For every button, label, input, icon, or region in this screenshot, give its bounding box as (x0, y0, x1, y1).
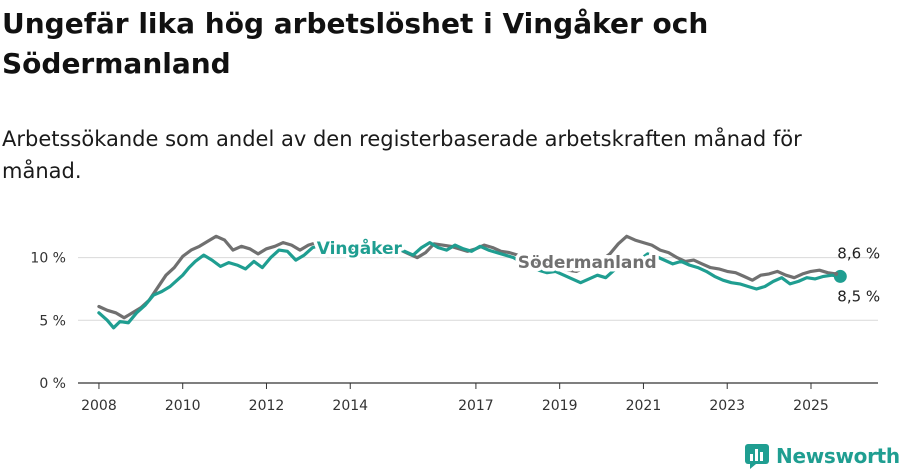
series-label-sodermanland: Södermanland (518, 253, 657, 273)
vingaker-end-value: 8,5 % (837, 287, 880, 305)
x-tick-label: 2010 (165, 398, 201, 414)
x-tick-label: 2021 (626, 398, 662, 414)
newsworthy-logo[interactable]: Newsworthy (744, 442, 900, 470)
x-axis: 2008 2010 2012 2014 2017 2019 2021 2023 2025 (81, 383, 829, 414)
series-lines (97, 234, 842, 330)
series-labels: VingåkerVingåkerSödermanlandSödermanland… (313, 234, 880, 306)
vingaker-end-point (833, 269, 847, 283)
x-tick-label: 2019 (542, 398, 578, 414)
x-tick-label: 2025 (793, 398, 829, 414)
x-tick-label: 2012 (249, 398, 285, 414)
sodermanland-end-value: 8,6 % (837, 244, 880, 262)
y-tick-label: 5 % (39, 313, 66, 329)
series-label-sodermanland-halo: Södermanland (518, 253, 657, 273)
newsworthy-logo-icon (745, 444, 769, 469)
x-tick-label: 2014 (332, 398, 368, 414)
brand-name: Newsworthy (776, 444, 900, 468)
sodermanland-end-point (834, 271, 839, 276)
chart-title: Ungefär lika hög arbetslöshet i Vingåker… (2, 7, 709, 80)
x-tick-label: 2008 (81, 398, 117, 414)
y-tick-label: 10 % (30, 251, 66, 267)
series-label-vingaker-halo: Vingåker (317, 237, 403, 259)
chart-subtitle: Arbetssökande som andel av den registerb… (2, 127, 802, 183)
y-tick-label: 0 % (39, 376, 66, 392)
series-label-vingaker: Vingåker (317, 237, 403, 259)
x-tick-label: 2023 (709, 398, 745, 414)
gridlines: 0 % 5 % 10 % (30, 251, 878, 392)
x-tick-label: 2017 (458, 398, 494, 414)
series-line-vingaker (97, 241, 842, 330)
